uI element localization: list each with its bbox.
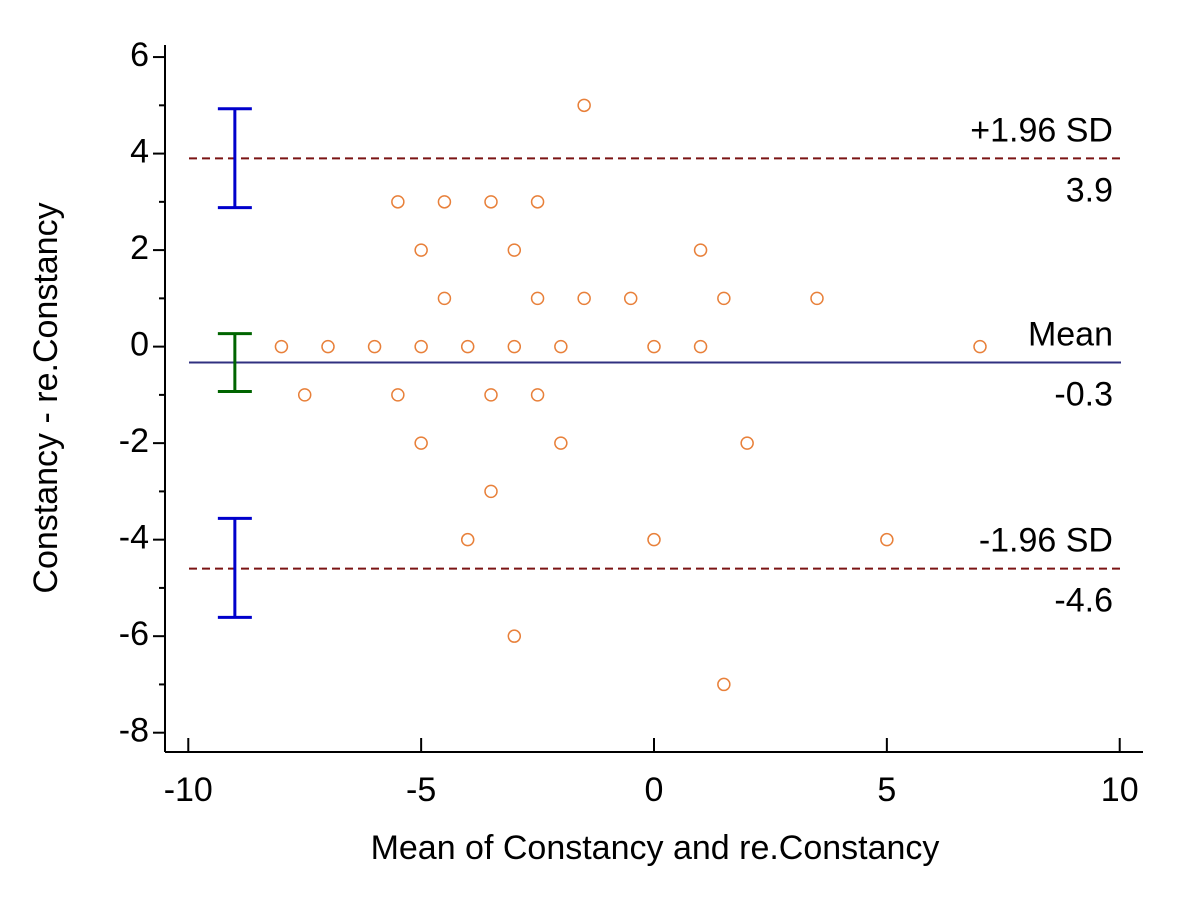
point <box>530 291 545 306</box>
point <box>460 532 475 547</box>
point <box>623 291 638 306</box>
point <box>437 195 452 209</box>
point <box>577 291 591 306</box>
point <box>367 339 382 354</box>
x-tick-label: 5 <box>877 771 896 809</box>
reference-value: 3.9 <box>1066 171 1113 209</box>
point <box>647 532 661 547</box>
reference-value: -0.3 <box>1054 376 1113 414</box>
point <box>414 339 428 354</box>
point <box>530 388 545 402</box>
point <box>507 243 522 257</box>
point <box>437 291 452 306</box>
point <box>507 339 522 354</box>
x-tick-label: -10 <box>164 771 213 809</box>
point <box>414 436 428 450</box>
point <box>391 195 405 209</box>
point <box>530 195 545 209</box>
reference-name: +1.96 SD <box>970 111 1113 149</box>
point <box>297 388 312 402</box>
point <box>414 243 428 257</box>
reference-name: -1.96 SD <box>979 522 1113 560</box>
y-tick-label: 4 <box>130 133 149 171</box>
point <box>647 339 661 354</box>
y-tick-label: -6 <box>119 615 149 653</box>
point <box>484 484 498 499</box>
point <box>577 98 591 113</box>
y-tick-label: 2 <box>130 229 149 267</box>
x-tick-label: -5 <box>406 771 436 809</box>
y-tick-label: -2 <box>119 422 149 460</box>
point <box>274 339 289 354</box>
point <box>717 677 731 692</box>
reference-name: Mean <box>1028 316 1113 354</box>
y-tick-label: 0 <box>130 326 149 364</box>
point <box>973 339 987 354</box>
reference-value: -4.6 <box>1054 582 1113 620</box>
x-tick-label: 0 <box>645 771 664 809</box>
point <box>810 291 824 306</box>
point <box>880 532 894 547</box>
point <box>693 243 708 257</box>
point <box>321 339 335 354</box>
y-tick-label: -4 <box>119 519 149 557</box>
point <box>554 339 568 354</box>
point <box>740 436 754 450</box>
y-tick-label: 6 <box>130 36 149 74</box>
x-axis-label: Mean of Constancy and re.Constancy <box>371 829 940 867</box>
point <box>484 388 498 402</box>
point <box>484 195 498 209</box>
y-tick-label: -8 <box>119 712 149 750</box>
point <box>717 291 731 306</box>
point <box>507 629 522 643</box>
point <box>460 339 475 354</box>
point <box>391 388 405 402</box>
y-axis-label: Constancy - re.Constancy <box>27 202 65 593</box>
point <box>693 339 708 354</box>
point <box>554 436 568 450</box>
x-tick-label: 10 <box>1101 771 1139 809</box>
